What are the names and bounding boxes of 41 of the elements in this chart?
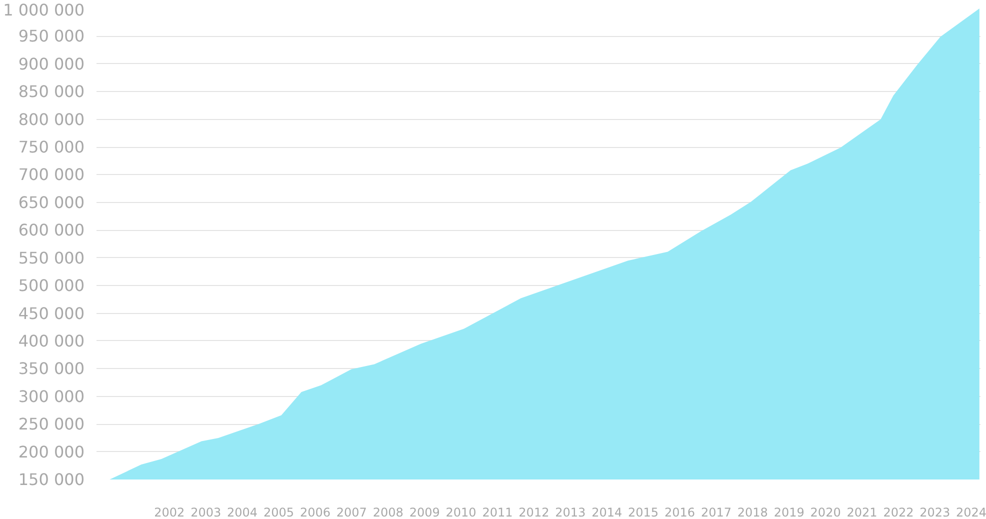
x-tick-label: 2005 — [264, 506, 294, 519]
x-tick-label: 2017 — [700, 506, 732, 519]
x-tick-label: 2004 — [227, 506, 258, 519]
x-tick-label: 2009 — [409, 506, 440, 519]
x-tick-label: 2016 — [664, 506, 696, 519]
x-tick-label: 2014 — [592, 506, 622, 519]
y-tick-label: 450 000 — [18, 304, 85, 323]
y-tick-label: 150 000 — [18, 470, 85, 489]
y-tick-label: 800 000 — [18, 110, 85, 129]
y-tick-label: 500 000 — [18, 276, 85, 296]
y-tick-label: 700 000 — [18, 165, 85, 184]
x-tick-label: 2020 — [810, 506, 841, 519]
x-tick-label: 2019 — [774, 506, 804, 519]
x-tick-label: 2012 — [518, 506, 550, 519]
x-tick-label: 2021 — [846, 506, 878, 519]
y-tick-label: 900 000 — [18, 54, 85, 74]
y-tick-label: 200 000 — [18, 442, 85, 462]
x-tick-label: 2003 — [190, 506, 222, 519]
x-tick-label: 2023 — [920, 506, 950, 519]
y-tick-label: 950 000 — [18, 26, 85, 46]
y-tick-label: 750 000 — [18, 138, 85, 157]
y-tick-label: 550 000 — [18, 248, 85, 268]
y-tick-label: 300 000 — [18, 386, 85, 406]
y-tick-label: 350 000 — [18, 359, 85, 378]
x-tick-label: 2010 — [446, 506, 476, 519]
y-tick-label: 850 000 — [18, 82, 85, 102]
x-tick-label: 2024 — [956, 506, 986, 519]
x-tick-label: 2008 — [372, 506, 404, 519]
x-tick-label: 2011 — [482, 506, 513, 519]
y-tick-label: 1 000 000 — [3, 0, 85, 20]
x-tick-label: 2018 — [737, 506, 768, 519]
y-tick-label: 400 000 — [18, 331, 85, 350]
x-tick-label: 2006 — [300, 506, 330, 519]
x-tick-label: 2002 — [154, 506, 185, 519]
x-tick-label: 2013 — [555, 506, 586, 519]
x-tick-label: 2015 — [628, 506, 659, 519]
y-tick-label: 650 000 — [18, 192, 85, 212]
x-tick-label: 2007 — [336, 506, 367, 519]
x-tick-label: 2022 — [883, 506, 914, 519]
y-tick-label: 250 000 — [18, 414, 85, 434]
y-tick-label: 600 000 — [18, 220, 85, 240]
